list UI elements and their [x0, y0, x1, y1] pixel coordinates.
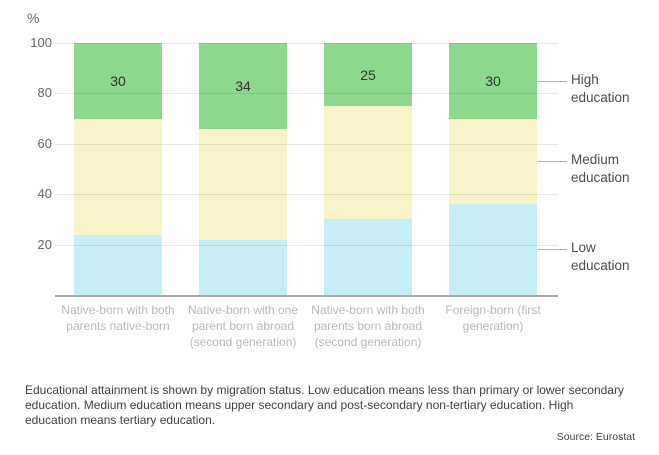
- bar-segment-high-education: 34: [199, 43, 287, 129]
- bar-segment-medium-education: [74, 119, 162, 235]
- legend-leader-line-high: [538, 81, 567, 82]
- y-axis-tick-label: 100: [30, 35, 52, 50]
- gridline-20: [55, 245, 558, 246]
- source-credit: Source: Eurostat: [556, 431, 635, 443]
- bar-value-label: 34: [235, 78, 251, 94]
- bar-segment-low-education: [74, 235, 162, 295]
- gridline-100: [55, 43, 558, 44]
- legend-item-low-education: Low education: [571, 240, 630, 273]
- x-axis-line: [55, 295, 558, 297]
- gridline-40: [55, 194, 558, 195]
- bar-value-label: 25: [360, 66, 376, 83]
- bar-segment-high-education: 30: [74, 43, 162, 119]
- bar-segment-low-education: [199, 240, 287, 295]
- bar-value-label: 30: [110, 73, 126, 89]
- y-axis-unit-label: %: [27, 10, 40, 26]
- bar-segment-medium-education: [199, 129, 287, 240]
- y-axis-tick-label: 80: [37, 85, 52, 100]
- legend-leader-line-low: [538, 249, 567, 250]
- bar-segment-medium-education: [324, 106, 412, 219]
- y-axis-tick-label: 40: [37, 186, 52, 201]
- chart-caption: Educational attainment is shown by migra…: [25, 383, 624, 427]
- category-label: Foreign-born (first generation): [445, 303, 541, 333]
- legend-leader-line-medium: [538, 161, 567, 162]
- bar-segment-medium-education: [449, 119, 537, 204]
- legend-item-high-education: High education: [571, 72, 630, 105]
- bar-segment-low-education: [449, 204, 537, 295]
- bar-value-label: 30: [485, 73, 501, 89]
- bar-segment-high-education: 30: [449, 43, 537, 119]
- gridline-60: [55, 144, 558, 145]
- y-axis-tick-label: 20: [37, 237, 52, 252]
- category-label: Native-born with both parents native-bor…: [61, 303, 175, 333]
- category-label: Native-born with both parents born abroa…: [311, 303, 425, 349]
- category-label: Native-born with one parent born abroad …: [187, 303, 299, 349]
- bar-segment-low-education: [324, 219, 412, 295]
- gridline-80: [55, 93, 558, 94]
- legend-item-medium-education: Medium education: [571, 152, 630, 185]
- y-axis-tick-label: 60: [37, 136, 52, 151]
- bar-segment-high-education: 25: [324, 43, 412, 106]
